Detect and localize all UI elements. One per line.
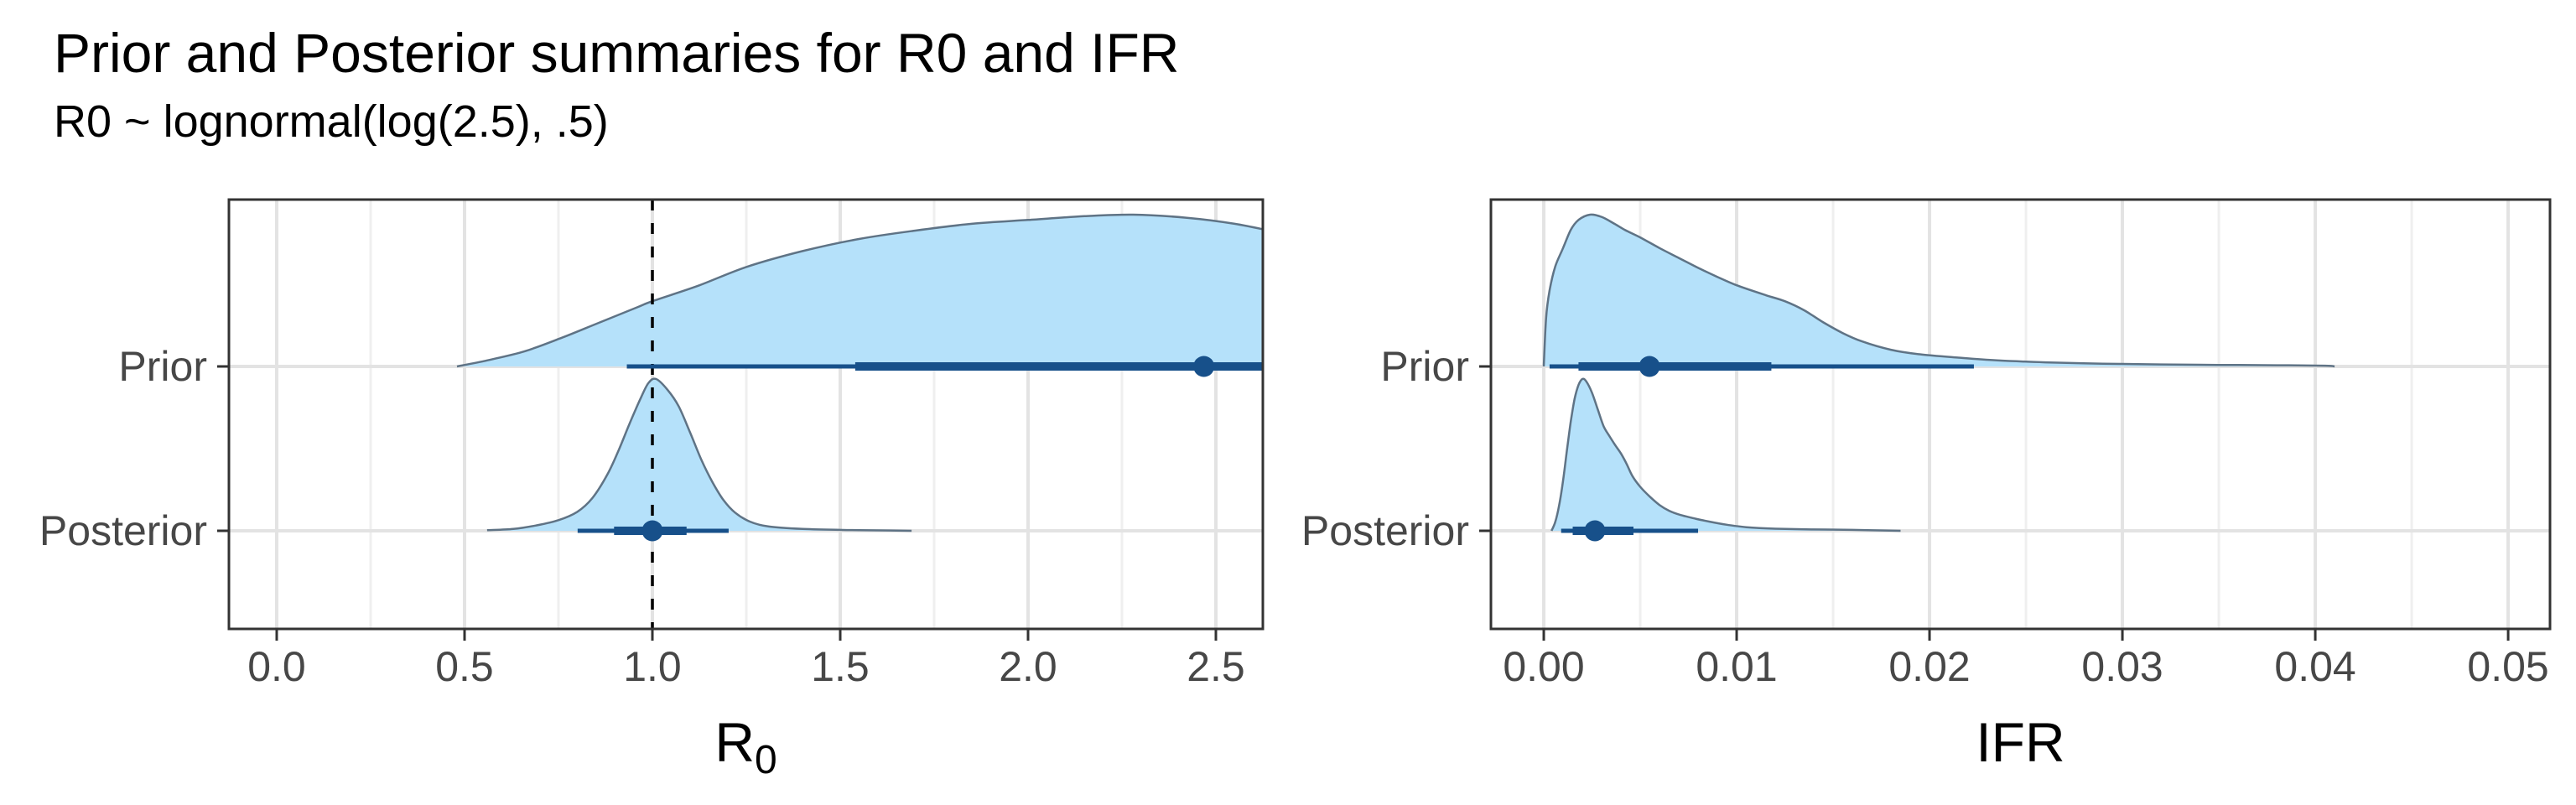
slabs-R0 — [456, 213, 1263, 532]
median-dot-posterior-R0 — [641, 520, 663, 542]
x-tick-label: 0.02 — [1888, 643, 1970, 690]
chart-title: Prior and Posterior summaries for R0 and… — [54, 22, 1180, 84]
median-dot-posterior-IFR — [1584, 520, 1606, 542]
chart-subtitle: R0 ~ lognormal(log(2.5), .5) — [54, 96, 609, 147]
intervals-IFR — [1549, 356, 1974, 542]
density-outline-posterior-IFR — [1550, 377, 1901, 532]
gridlines-IFR — [1491, 200, 2550, 629]
x-axis-IFR: 0.00 0.01 0.02 0.03 0.04 0.05 — [1503, 629, 2549, 690]
x-tick-label: 1.5 — [811, 643, 870, 690]
density-slab-prior-IFR — [1544, 214, 2335, 366]
x-tick-label: 2.5 — [1187, 643, 1245, 690]
x-axis-title-IFR: IFR — [1976, 711, 2064, 773]
intervals-R0 — [577, 356, 1263, 542]
y-axis-label-prior: Prior — [118, 343, 207, 390]
x-tick-label: 2.0 — [999, 643, 1057, 690]
y-axis-IFR: Prior Posterior — [1301, 343, 1491, 554]
density-slab-posterior-IFR — [1551, 378, 1901, 531]
panel-IFR: 0.00 0.01 0.02 0.03 0.04 0.05 IFR Prior Posterio… — [1301, 198, 2552, 773]
x-tick-label: 0.0 — [247, 643, 306, 690]
x-tick-label: 0.04 — [2274, 643, 2355, 690]
panel-R0: 0.0 0.5 1.0 1.5 2.0 2.5 R0 Prior Posterior — [39, 198, 1265, 782]
density-outline-prior-R0 — [456, 213, 1263, 368]
x-tick-label: 1.0 — [623, 643, 682, 690]
x-tick-label: 0.5 — [435, 643, 494, 690]
x-axis-title-R0: R0 — [714, 711, 776, 782]
slabs-IFR — [1542, 213, 2335, 532]
panel-border-R0 — [227, 198, 1265, 631]
density-outline-posterior-R0 — [486, 377, 912, 532]
y-axis-R0: Prior Posterior — [39, 343, 229, 554]
median-dot-prior-IFR — [1639, 356, 1660, 377]
density-outline-prior-IFR — [1542, 213, 2335, 368]
panel-border-IFR — [1489, 198, 2552, 631]
x-tick-label: 0.01 — [1696, 643, 1777, 690]
x-axis-R0: 0.0 0.5 1.0 1.5 2.0 2.5 — [247, 629, 1245, 690]
y-axis-label-posterior: Posterior — [1301, 507, 1469, 554]
y-axis-label-posterior: Posterior — [39, 507, 207, 554]
y-axis-label-prior: Prior — [1380, 343, 1469, 390]
x-tick-label: 0.03 — [2081, 643, 2163, 690]
density-slab-prior-R0 — [457, 214, 1263, 366]
median-dot-prior-R0 — [1193, 356, 1215, 377]
x-tick-label: 0.05 — [2467, 643, 2548, 690]
x-tick-label: 0.00 — [1503, 643, 1584, 690]
density-slab-posterior-R0 — [486, 378, 912, 531]
